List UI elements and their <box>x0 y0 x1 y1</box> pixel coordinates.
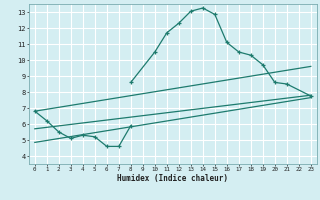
X-axis label: Humidex (Indice chaleur): Humidex (Indice chaleur) <box>117 174 228 183</box>
